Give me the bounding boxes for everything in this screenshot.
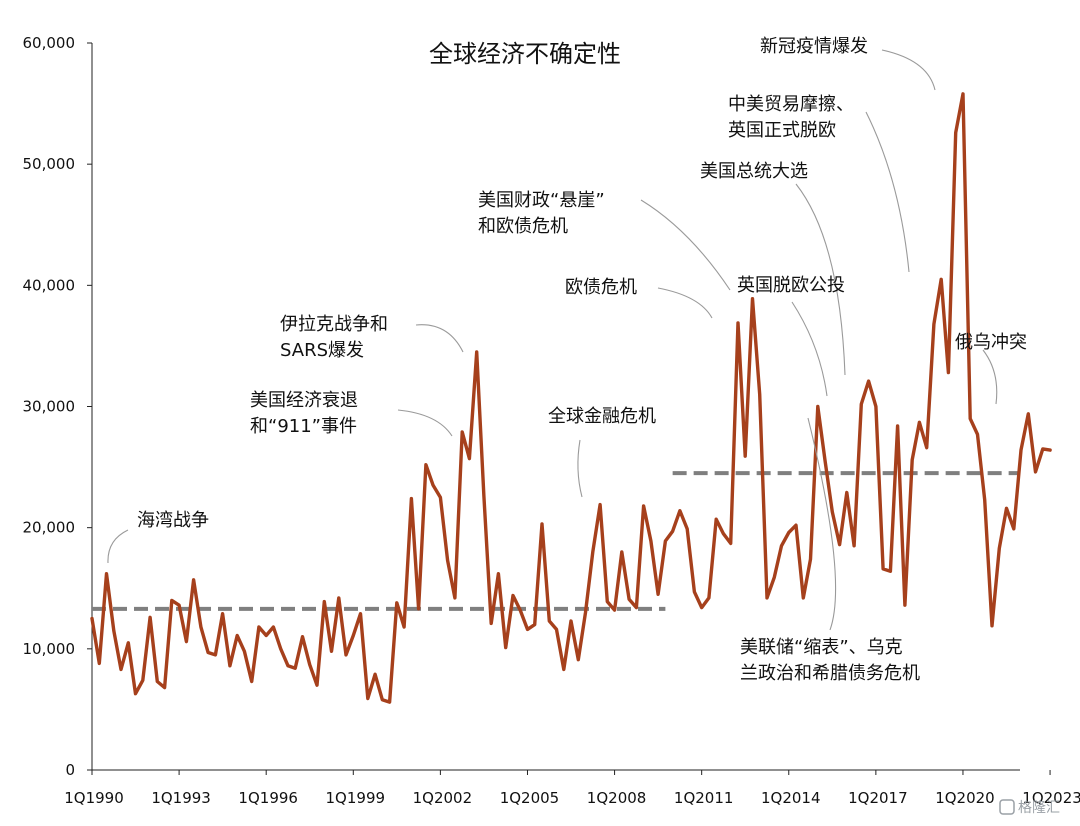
y-tick-label: 10,000: [23, 640, 76, 658]
annotation-leader: [865, 111, 910, 273]
annotation-leader: [795, 183, 846, 376]
y-tick-label: 20,000: [23, 519, 76, 537]
watermark-text: 格隆汇: [1018, 800, 1060, 816]
annotation-leader: [577, 439, 583, 498]
annotation: 伊拉克战争和 SARS爆发: [280, 314, 388, 361]
x-tick-label: 1Q2014: [761, 789, 821, 807]
x-axis: 1Q1990 1Q1993 1Q1996 1Q1999 1Q2002 1Q2005 1Q20…: [64, 769, 1080, 807]
annotation: 美国总统大选: [700, 161, 808, 182]
annotation: 美国财政“悬崖” 和欧债危机: [478, 190, 605, 237]
annotation: 俄乌冲突: [955, 332, 1027, 353]
y-tick-label: 50,000: [23, 155, 76, 173]
annotation-leaders: [107, 49, 998, 631]
x-tick-label: 1Q2020: [935, 789, 995, 807]
annotation-leader: [791, 301, 828, 397]
annotation-leader: [657, 287, 713, 319]
annotation: 中美贸易摩擦、英国正式脱欧: [728, 94, 854, 141]
annotation-label: 中美贸易摩擦、: [728, 94, 854, 115]
annotation-label: 英国正式脱欧: [728, 120, 836, 141]
annotation-label: 俄乌冲突: [955, 332, 1027, 353]
series-group: [90, 92, 1052, 704]
chart-title: 全球经济不确定性: [429, 40, 621, 68]
annotation-label: 全球金融危机: [548, 406, 656, 427]
average-lines: [92, 471, 1020, 611]
annotation: 新冠疫情爆发: [760, 36, 868, 57]
x-tick-label: 1Q2011: [674, 789, 734, 807]
annotation-leader: [107, 529, 129, 564]
annotation-leader: [640, 199, 731, 291]
y-tick-label: 30,000: [23, 398, 76, 416]
annotation-label: 伊拉克战争和: [280, 314, 388, 335]
annotation-label: SARS爆发: [280, 340, 364, 361]
annotation-label: 美国总统大选: [700, 161, 808, 182]
x-tick-label: 1Q2017: [848, 789, 908, 807]
annotation-label: 美国经济衰退: [250, 390, 358, 411]
x-tick-label: 1Q1993: [151, 789, 211, 807]
annotation-leader: [397, 409, 453, 437]
x-tick-label: 1Q1990: [64, 789, 124, 807]
annotation: 海湾战争: [137, 510, 209, 531]
watermark-icon: [999, 799, 1015, 815]
annotation: 英国脱欧公投: [737, 275, 845, 296]
annotation: 欧债危机: [565, 277, 637, 298]
watermark: 格隆汇: [999, 799, 1060, 816]
annotation-leader: [415, 324, 464, 353]
annotation-leader: [982, 349, 998, 405]
annotation-label: 新冠疫情爆发: [760, 36, 868, 57]
series-line: [90, 92, 1052, 704]
annotation-label: 海湾战争: [137, 510, 209, 531]
annotation-label: 美国财政“悬崖”: [478, 190, 605, 211]
annotation: 全球金融危机: [548, 406, 656, 427]
annotation-label: 和欧债危机: [478, 216, 568, 237]
annotation-label: 兰政治和希腊债务危机: [740, 663, 920, 684]
x-tick-label: 1Q2002: [413, 789, 473, 807]
y-tick-label: 60,000: [23, 34, 76, 52]
annotation-label: 欧债危机: [565, 277, 637, 298]
annotation-leader: [881, 49, 936, 91]
x-tick-label: 1Q2023: [1022, 789, 1080, 807]
x-tick-label: 1Q1999: [326, 789, 386, 807]
y-tick-label: 0: [65, 761, 75, 779]
y-tick-label: 40,000: [23, 276, 76, 294]
annotation-label: 和“911”事件: [250, 416, 357, 437]
x-tick-label: 1Q2008: [587, 789, 647, 807]
y-axis: 0 10,000 20,000 30,000 40,000 50,000 60,000: [23, 34, 93, 779]
annotation-label: 英国脱欧公投: [737, 275, 845, 296]
annotation-label: 美联储“缩表”、乌克: [740, 637, 903, 658]
annotation-leader: [807, 417, 837, 631]
x-tick-label: 1Q2005: [500, 789, 560, 807]
x-tick-label: 1Q1996: [238, 789, 298, 807]
